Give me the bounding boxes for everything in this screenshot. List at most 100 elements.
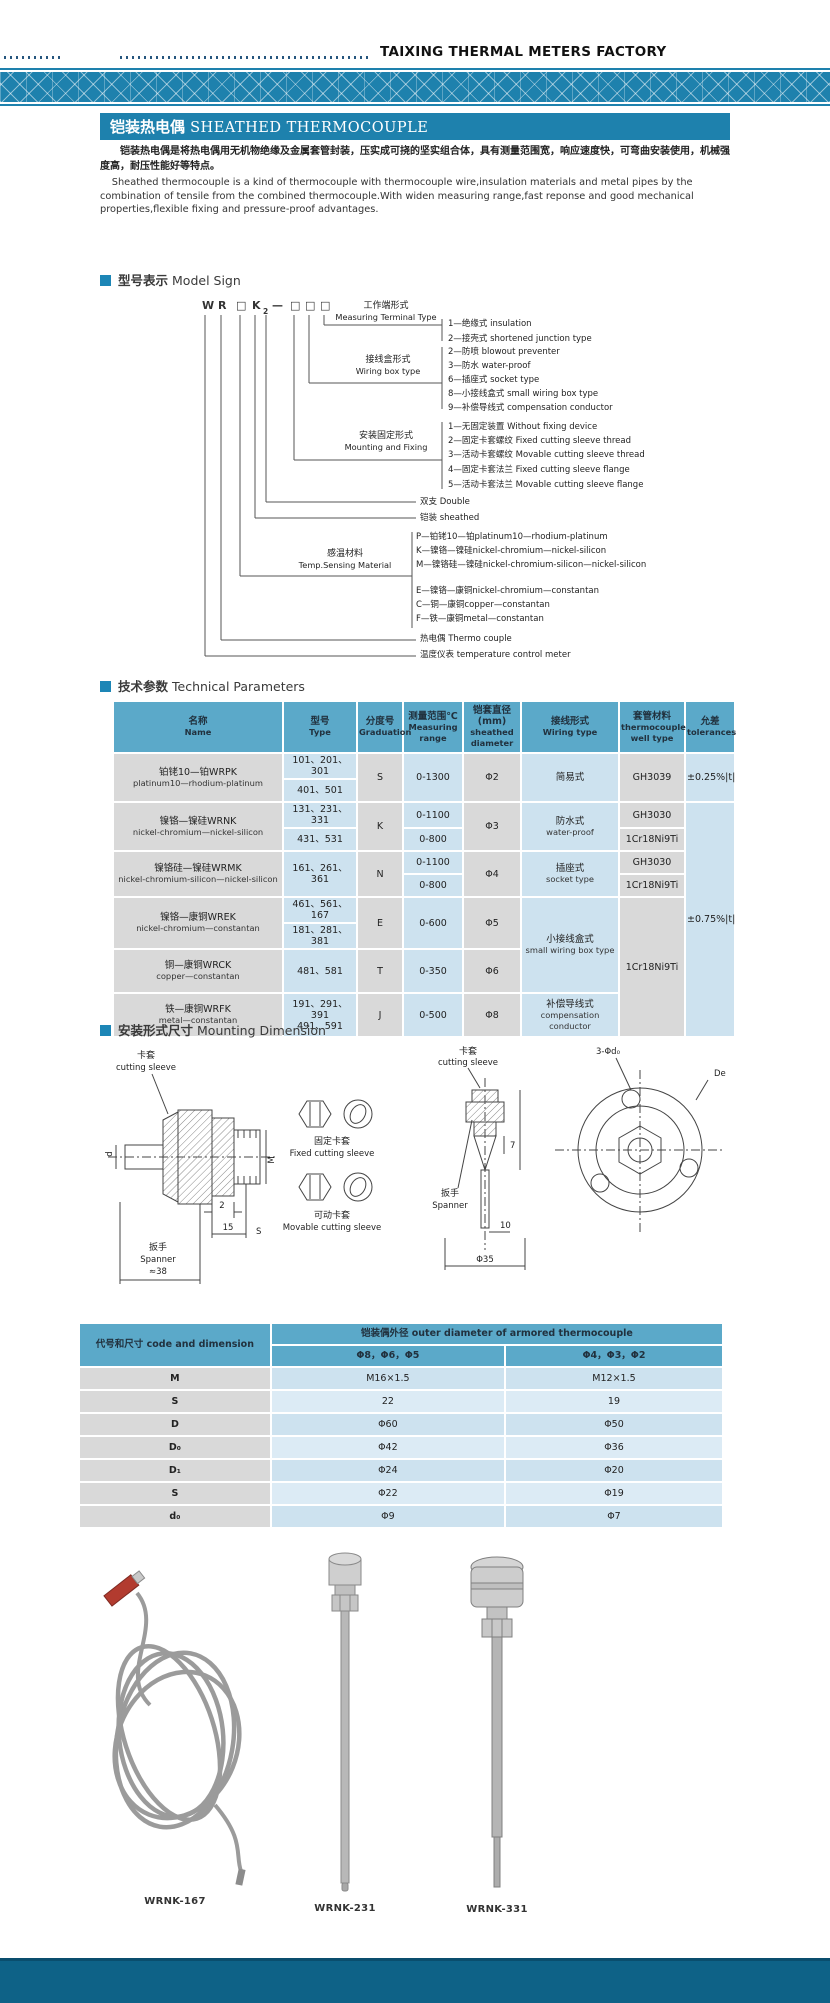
tech-dia: Φ2	[464, 754, 520, 801]
tech-dia: Φ4	[464, 852, 520, 896]
dim-spanner-size: ≈38	[149, 1267, 167, 1277]
dim-group-header: 铠装偶外径 outer diameter of armored thermoco…	[271, 1324, 722, 1344]
model-code-char: □	[290, 299, 301, 312]
table-row: 181、281、381	[114, 924, 734, 948]
product-gallery: WRNK-167 WRNK-231	[0, 1545, 830, 1940]
model-code-char-subscript: 2	[263, 307, 269, 316]
table-header-row: Φ8，Φ6，Φ5 Φ4，Φ3，Φ2	[80, 1346, 722, 1366]
dim-value: 22	[271, 1391, 504, 1412]
table-row: 401、501	[114, 780, 734, 801]
branch-item: 1—绝缘式 insulation	[448, 319, 532, 329]
label-fixed-sleeve-en: Fixed cutting sleeve	[290, 1149, 375, 1159]
dim-value: Φ42	[271, 1437, 504, 1458]
mounting-dimension-table: 代号和尺寸 code and dimension 铠装偶外径 outer dia…	[78, 1322, 724, 1529]
tech-grad: S	[358, 754, 402, 801]
dim-d: d	[105, 1151, 115, 1156]
product-figure: WRNK-331	[432, 1551, 562, 1915]
tech-wiring: 防水式 water-proof	[522, 803, 618, 850]
tech-grad: E	[358, 898, 402, 948]
tech-grad: T	[358, 950, 402, 992]
page-title-zh: 铠装热电偶	[110, 118, 186, 136]
model-code-char: □	[305, 299, 316, 312]
label-spanner-en: Spanner	[432, 1201, 468, 1211]
table-row: M M16×1.5 M12×1.5	[80, 1368, 722, 1389]
branch-item: 1—无固定装置 Without fixing device	[448, 422, 598, 432]
table-row: 铁—康铜WRFK metal—constantan 191、291、391 491、…	[114, 994, 734, 1036]
branch-group-label: 接线盒形式 Wiring box type	[355, 355, 421, 376]
tech-tol: ±0.75%|t|	[686, 803, 735, 1036]
dim-value: Φ50	[505, 1414, 722, 1435]
section-heading-mounting: 安装形式尺寸 Mounting Dimension	[100, 1020, 326, 1039]
table-row: D Φ60 Φ50	[80, 1414, 722, 1435]
table-row: S Φ22 Φ19	[80, 1483, 722, 1504]
dim-2: 2	[219, 1201, 224, 1211]
branch-item: F—铁—康铜metal—constantan	[416, 614, 544, 624]
tech-dia: Φ6	[464, 950, 520, 992]
col-header: 接线形式 Wiring type	[522, 702, 618, 752]
model-sign-connector-lines	[204, 315, 443, 657]
product-caption: WRNK-331	[466, 1904, 528, 1915]
technical-parameters-table: 名称 Name 型号 Type 分度号 Graduation 测量范围℃ Measuri…	[112, 700, 736, 1038]
tech-range: 0-800	[404, 875, 462, 896]
dim-value: Φ22	[271, 1483, 504, 1504]
tech-wiring: 小接线盒式 small wiring box type	[522, 898, 618, 992]
branch-item: M—镍铬硅—镍硅nickel-chromium-silicon—nickel-s…	[416, 560, 647, 570]
label-cutting-sleeve-zh: 卡套	[137, 1049, 155, 1061]
dim-col1-header: Φ8，Φ6，Φ5	[271, 1346, 504, 1366]
decorative-crosshatch-banner	[0, 70, 830, 104]
label-cutting-sleeve-zh: 卡套	[459, 1045, 477, 1057]
dim-15: 15	[223, 1223, 234, 1233]
model-code-char: —	[272, 299, 283, 312]
branch-item: 铠装 sheathed	[420, 513, 480, 523]
tech-wiring: 简易式	[522, 754, 618, 801]
table-row: 镍铬—康铜WREK nickel-chromium—constantan 461、…	[114, 898, 734, 1036]
table-row: S 22 19	[80, 1391, 722, 1412]
model-sign-diagram: W R □ K 2 — □ □ □ 工作端形式 Measuring Termin…	[100, 295, 730, 673]
tech-dia: Φ8	[464, 994, 520, 1036]
label-spanner-zh: 扳手	[149, 1241, 167, 1253]
dim-value: Φ24	[271, 1460, 504, 1481]
branch-item: C—铜—康铜copper—constantan	[416, 600, 550, 610]
dim-code: M	[80, 1368, 270, 1389]
dim-value: Φ36	[505, 1437, 722, 1458]
branch-item: 5—活动卡套法兰 Movable cutting sleeve flange	[448, 480, 644, 490]
table-header-row: 名称 Name 型号 Type 分度号 Graduation 测量范围℃ Measuri…	[114, 702, 736, 752]
product-caption: WRNK-231	[314, 1903, 376, 1914]
dim-10: 10	[500, 1221, 511, 1231]
table-row: 0-800 1Cr18Ni9Ti	[114, 875, 734, 896]
dim-bolt-holes: 3-Φd₀	[596, 1047, 621, 1057]
tech-name: 镍铬—镍硅WRNK nickel-chromium—nickel-silicon	[114, 803, 282, 850]
label-fixed-sleeve-zh: 固定卡套	[314, 1135, 350, 1147]
tech-well: 1Cr18Ni9Ti	[620, 898, 684, 1036]
col-header: 套管材料 thermocouple well type	[620, 702, 686, 752]
label-movable-sleeve-en: Movable cutting sleeve	[283, 1223, 382, 1233]
blue-square-icon	[100, 681, 111, 692]
dim-code: d₀	[80, 1506, 270, 1527]
branch-item: P—铂铑10—铂platinum10—rhodium-platinum	[416, 532, 608, 542]
product-figure: WRNK-231	[290, 1545, 400, 1914]
blue-square-icon	[100, 275, 111, 286]
col-header: 型号 Type	[284, 702, 356, 752]
dim-code: D₀	[80, 1437, 270, 1458]
dim-code: S	[80, 1391, 270, 1412]
tech-range: 0-600	[404, 898, 462, 948]
tech-range: 0-800	[404, 829, 462, 850]
section-heading-tech-params: 技术参数 Technical Parameters	[100, 676, 305, 695]
tech-well: 1Cr18Ni9Ti	[620, 875, 684, 896]
tech-wiring: 补偿导线式 compensation conductor	[522, 994, 618, 1036]
table-row: D₁ Φ24 Φ20	[80, 1460, 722, 1481]
model-code-char: K	[252, 299, 261, 312]
tech-well: GH3030	[620, 803, 684, 827]
model-code-char: □	[236, 299, 247, 312]
table-row: 431、531 0-800 1Cr18Ni9Ti	[114, 829, 734, 850]
blue-square-icon	[100, 1025, 111, 1036]
dim-col0-header: 代号和尺寸 code and dimension	[80, 1324, 270, 1366]
branch-item: 8—小接线盒式 small wiring box type	[448, 389, 599, 399]
col-header: 允差 tolerances	[686, 702, 736, 752]
tech-grad: K	[358, 803, 402, 850]
tech-well: GH3030	[620, 852, 684, 873]
branch-item: 2—防喷 blowout preventer	[448, 347, 560, 357]
dim-value: M16×1.5	[271, 1368, 504, 1389]
branch-item: 2—接壳式 shortened junction type	[448, 334, 592, 344]
page-title-en: SHEATHED THERMOCOUPLE	[190, 120, 429, 136]
